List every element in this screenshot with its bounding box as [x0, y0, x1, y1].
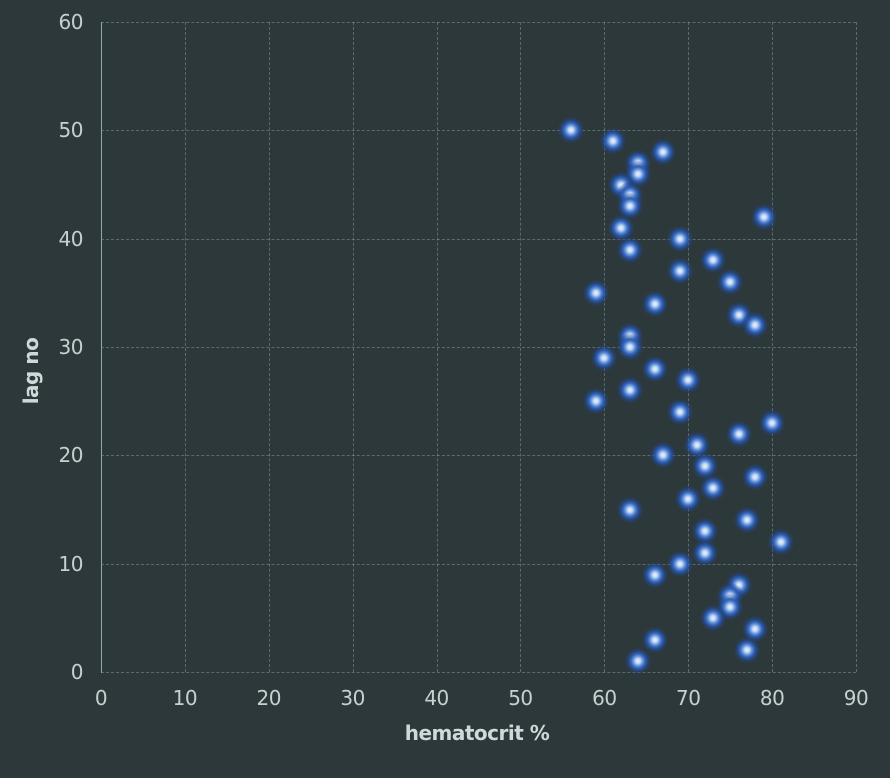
- data-point: [616, 193, 643, 220]
- v-gridline: [856, 22, 857, 672]
- h-gridline: [101, 347, 856, 348]
- x-tick-label: 80: [759, 686, 785, 710]
- y-tick-label: 40: [58, 226, 84, 251]
- h-gridline: [101, 455, 856, 457]
- data-point: [725, 420, 752, 447]
- x-tick-label: 40: [424, 686, 449, 710]
- data-point: [582, 388, 609, 415]
- h-gridline: [101, 672, 856, 673]
- v-gridline: [352, 22, 354, 672]
- data-point: [650, 442, 677, 469]
- data-point: [641, 626, 668, 653]
- data-point: [717, 269, 744, 295]
- data-point: [641, 561, 668, 588]
- h-gridline: [101, 238, 856, 240]
- y-tick-label: 0: [70, 660, 84, 684]
- data-point: [666, 258, 693, 285]
- data-point: [675, 366, 702, 393]
- data-point: [742, 312, 769, 339]
- h-gridline: [101, 563, 856, 565]
- v-gridline: [436, 22, 438, 672]
- h-gridline: [101, 22, 856, 23]
- data-point: [557, 117, 584, 144]
- data-point: [742, 615, 769, 642]
- data-point: [700, 604, 727, 631]
- data-point: [624, 648, 651, 675]
- x-tick-label: 10: [172, 686, 198, 710]
- data-point: [666, 399, 693, 425]
- data-point: [767, 529, 794, 555]
- x-tick-label: 30: [340, 686, 365, 710]
- y-tick-label: 60: [58, 10, 84, 34]
- data-point: [582, 279, 609, 306]
- data-point: [608, 214, 635, 241]
- x-tick-label: 60: [592, 686, 617, 710]
- v-gridline: [688, 22, 690, 672]
- data-point: [616, 377, 643, 404]
- x-tick-label: 20: [256, 686, 282, 710]
- x-tick-label: 0: [94, 686, 108, 710]
- data-point: [750, 204, 777, 230]
- y-axis-line: [101, 22, 102, 673]
- data-point: [641, 355, 668, 382]
- v-gridline: [772, 22, 774, 672]
- data-point: [733, 637, 760, 664]
- data-point: [692, 518, 718, 545]
- data-point: [616, 496, 643, 523]
- data-point: [700, 474, 727, 501]
- data-point: [641, 290, 668, 317]
- data-point: [692, 453, 718, 480]
- v-gridline: [268, 22, 270, 672]
- y-tick-label: 20: [58, 443, 84, 468]
- data-point: [759, 409, 786, 436]
- data-point: [591, 344, 618, 371]
- data-point: [700, 247, 727, 274]
- data-point: [666, 550, 693, 577]
- v-gridline: [184, 22, 186, 672]
- data-point: [666, 225, 693, 252]
- data-point: [692, 539, 718, 566]
- x-axis-title: hematocrit %: [404, 721, 550, 745]
- x-tick-label: 90: [843, 686, 869, 710]
- data-point: [675, 485, 702, 512]
- y-tick-label: 30: [58, 335, 84, 359]
- v-gridline: [520, 22, 522, 672]
- y-tick-label: 10: [58, 551, 84, 576]
- data-point: [599, 128, 626, 155]
- x-tick-label: 70: [675, 686, 701, 710]
- data-point: [733, 507, 760, 534]
- data-point: [650, 139, 677, 165]
- h-gridline: [101, 130, 856, 132]
- data-point: [742, 464, 769, 490]
- y-tick-label: 50: [58, 118, 84, 143]
- data-point: [616, 236, 643, 263]
- data-point: [616, 334, 643, 360]
- x-tick-label: 50: [508, 686, 533, 710]
